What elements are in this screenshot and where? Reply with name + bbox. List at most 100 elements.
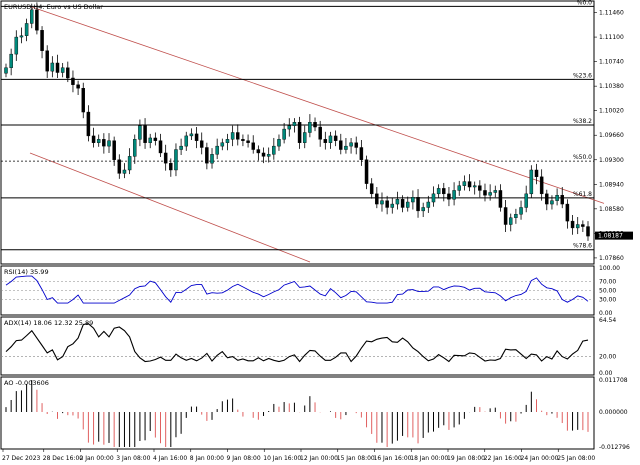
candle-bull xyxy=(411,197,415,203)
candle-bear xyxy=(76,84,80,89)
candle-bear xyxy=(153,137,158,141)
time-axis-label: 9 Jan 08:00 xyxy=(227,455,261,462)
candle-bull xyxy=(189,133,194,137)
candle-bull xyxy=(138,125,142,140)
adx-pane[interactable] xyxy=(0,316,595,376)
candle-bear xyxy=(55,62,60,73)
candle-bull xyxy=(452,190,456,200)
candle-bear xyxy=(333,135,338,141)
candle-bear xyxy=(199,140,204,148)
candle-bear xyxy=(354,142,358,148)
candle-bear xyxy=(246,140,250,143)
candle-bull xyxy=(174,149,178,171)
time-axis-label: 28 Dec 16:00 xyxy=(43,455,84,462)
adx-line xyxy=(5,323,589,363)
channel-lines[interactable] xyxy=(29,6,605,263)
candle-bull xyxy=(472,185,477,188)
candle-bull xyxy=(508,217,513,225)
fib-level-label: %23.6 xyxy=(573,72,592,79)
candle-bull xyxy=(292,122,297,126)
ao-axis-label: 0.011708 xyxy=(599,377,628,384)
candle-bear xyxy=(539,176,544,195)
candle-bear xyxy=(236,132,240,140)
candle-bear xyxy=(483,190,487,196)
ao-pane[interactable] xyxy=(0,376,595,450)
candle-bull xyxy=(529,169,534,195)
price-axis-label: 1.08940 xyxy=(599,181,624,188)
candle-bear xyxy=(66,67,70,79)
candle-bull xyxy=(405,201,410,208)
candle-bull xyxy=(9,53,13,68)
fibonacci-levels[interactable]: %0.0 %23.6 %38.2 %50.0 %61.8 %78.6 xyxy=(1,0,594,251)
candle-bear xyxy=(364,159,369,184)
candle-bull xyxy=(107,140,111,147)
candle-bear xyxy=(570,220,575,229)
price-axis-label: 1.09660 xyxy=(599,132,624,139)
candle-bear xyxy=(369,183,374,195)
candle-bear xyxy=(261,152,266,157)
fib-level-label: %61.8 xyxy=(573,191,592,198)
candle-bull xyxy=(133,139,137,157)
candle-bull xyxy=(230,132,235,140)
price-axis-label: 1.11460 xyxy=(599,10,624,17)
time-axis-label: 19 Jan 08:00 xyxy=(447,455,485,462)
time-axis: 27 Dec 2023 28 Dec 16:002 Jan 00:00 3 Jan … xyxy=(2,449,595,462)
candle-bear xyxy=(323,139,328,143)
candle-bear xyxy=(194,133,199,141)
time-axis-label: 27 Dec 2023 xyxy=(2,455,41,462)
candle-bull xyxy=(488,192,492,196)
candle-bear xyxy=(385,200,389,208)
main-pane[interactable] xyxy=(0,0,595,265)
candle-bear xyxy=(102,139,106,147)
price-axis-label: 1.10380 xyxy=(599,83,624,90)
candle-bear xyxy=(442,188,446,195)
candle-bull xyxy=(395,199,400,205)
candle-bear xyxy=(91,135,96,143)
candle-bull xyxy=(272,145,276,155)
candle-bull xyxy=(344,145,348,150)
candle-bull xyxy=(277,139,281,147)
fib-level-label: %50.0 xyxy=(573,154,592,161)
candle-bull xyxy=(421,207,425,212)
candle-bear xyxy=(318,126,322,140)
candle-bull xyxy=(19,35,24,38)
candle-bull xyxy=(575,224,580,229)
channel-lower-line[interactable] xyxy=(29,152,311,263)
candle-bear xyxy=(45,50,49,72)
candle-bull xyxy=(4,67,8,74)
candle-bear xyxy=(534,169,539,178)
candle-bear xyxy=(467,181,472,188)
candle-bear xyxy=(416,197,420,212)
price-axis-label: 1.09300 xyxy=(599,157,624,164)
candle-bull xyxy=(210,154,214,164)
candle-bull xyxy=(436,188,441,195)
candle-bull xyxy=(220,142,225,147)
ao-axis-label: 0.000000 xyxy=(599,409,628,416)
rsi-axis-label: 100.00 xyxy=(599,265,620,272)
channel-upper-line[interactable] xyxy=(29,6,605,204)
adx-axis-label: 64.54 xyxy=(599,317,616,324)
candle-bear xyxy=(581,224,585,227)
price-axis-label: 1.10020 xyxy=(599,108,624,115)
candle-bull xyxy=(215,145,219,155)
candle-bear xyxy=(251,142,255,150)
price-axis-label: 1.11100 xyxy=(599,34,624,41)
candle-bull xyxy=(462,181,467,186)
candle-bear xyxy=(478,185,482,191)
candle-bull xyxy=(287,125,292,130)
candle-bull xyxy=(122,169,127,174)
fib-level-label: %0.0 xyxy=(577,0,592,6)
rsi-axis-label: 70.00 xyxy=(599,279,616,286)
candle-bull xyxy=(308,122,312,133)
candle-bull xyxy=(519,207,523,215)
candle-bear xyxy=(81,87,86,113)
candle-bull xyxy=(24,23,29,36)
time-axis-label: 8 Jan 00:00 xyxy=(190,455,224,462)
time-axis-label: 3 Jan 08:00 xyxy=(116,455,150,462)
candle-bear xyxy=(545,193,549,205)
candle-bull xyxy=(148,137,152,143)
adx-indicator: 64.54 20.00 0.00 xyxy=(1,317,616,377)
time-axis-label: 25 Jan 08:00 xyxy=(557,455,595,462)
current-price-badge xyxy=(595,231,633,240)
